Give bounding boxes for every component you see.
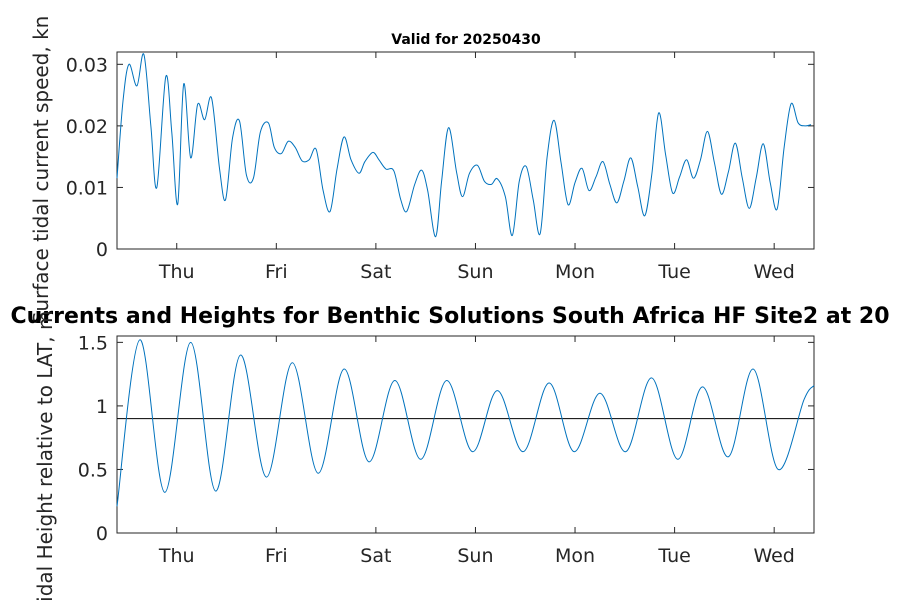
tidal-height-x-tick-label: Wed [753, 545, 794, 567]
tidal-height-series-line [116, 339, 815, 507]
current-speed-panel: 0 0.01 0.02 0.03 Thu Fri Sat Sun Mon Tue Wed Vali… [29, 16, 815, 325]
current-speed-x-tick-label: Sun [457, 261, 493, 283]
tidal-height-y-tick-label: 1 [96, 396, 108, 418]
tidal-height-y-ticks: 0 0.5 1 1.5 [78, 332, 814, 545]
current-speed-x-tick-label: Tue [657, 261, 690, 283]
current-speed-y-tick-label: 0 [96, 239, 108, 261]
tidal-height-x-tick-label: Fri [265, 545, 288, 567]
tidal-height-title: Currents and Heights for Benthic Solutio… [10, 304, 889, 329]
current-speed-x-tick-label: Thu [158, 261, 195, 283]
tidal-height-panel: 0 0.5 1 1.5 Thu Fri Sat Sun Mon Tue Wed Currents … [10, 304, 889, 600]
tidal-height-y-tick-label: 0.5 [78, 459, 108, 481]
current-speed-series-line [116, 53, 812, 238]
tidal-height-x-tick-label: Sun [457, 545, 493, 567]
tidal-height-x-tick-label: Sat [360, 545, 391, 567]
current-speed-y-tick-label: 0.01 [66, 177, 108, 199]
current-speed-x-tick-label: Mon [555, 261, 595, 283]
current-speed-x-tick-label: Fri [265, 261, 288, 283]
tidal-height-y-tick-label: 0 [96, 523, 108, 545]
tidal-height-x-tick-label: Thu [158, 545, 195, 567]
tidal-height-y-axis-label: Tidal Height relative to LAT, m [33, 311, 57, 600]
current-speed-x-ticks: Thu Fri Sat Sun Mon Tue Wed [158, 52, 795, 283]
tidal-height-y-tick-label: 1.5 [78, 332, 108, 354]
current-speed-y-ticks: 0 0.01 0.02 0.03 [66, 54, 814, 261]
tidal-height-axes-box [116, 335, 815, 534]
current-speed-x-tick-label: Sat [360, 261, 391, 283]
current-speed-title: Valid for 20250430 [391, 32, 541, 48]
tidal-height-x-tick-label: Tue [657, 545, 690, 567]
tidal-height-x-tick-label: Mon [555, 545, 595, 567]
current-speed-axes-box [116, 51, 815, 250]
tidal-height-x-ticks: Thu Fri Sat Sun Mon Tue Wed [158, 336, 795, 567]
current-speed-y-axis-label: Surface tidal current speed, kn [29, 16, 53, 325]
current-speed-x-tick-label: Wed [753, 261, 794, 283]
current-speed-y-tick-label: 0.02 [66, 116, 108, 138]
current-speed-y-tick-label: 0.03 [66, 54, 108, 76]
